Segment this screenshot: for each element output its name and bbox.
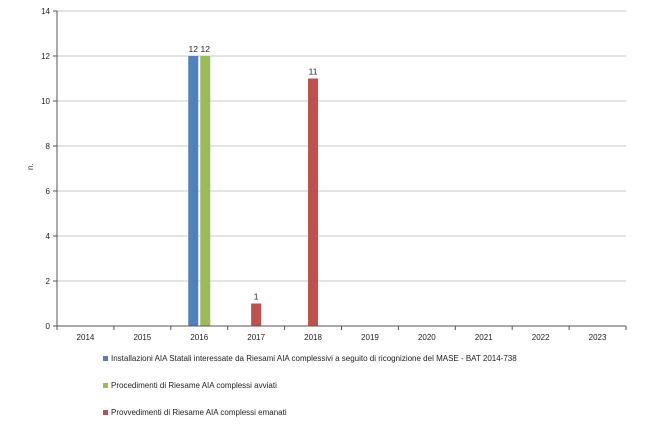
y-tick-label: 4 bbox=[46, 232, 51, 241]
legend-swatch bbox=[103, 382, 108, 388]
y-tick-label: 0 bbox=[46, 322, 51, 331]
x-tick-label-2019: 2019 bbox=[361, 333, 379, 342]
legend-swatch bbox=[103, 409, 108, 415]
x-tick-label-2023: 2023 bbox=[589, 333, 607, 342]
legend-label: Installazioni AIA Statali interessate da… bbox=[111, 353, 517, 363]
bars bbox=[188, 56, 319, 326]
y-axis-label: n. bbox=[26, 163, 35, 170]
data-label-2018-series-2: 11 bbox=[309, 67, 318, 77]
bar-2016-series-1 bbox=[200, 56, 211, 326]
y-tick-label: 6 bbox=[46, 187, 51, 196]
x-tick-label-2015: 2015 bbox=[133, 333, 151, 342]
y-tick-label: 8 bbox=[46, 142, 51, 151]
y-tick-label: 2 bbox=[46, 277, 51, 286]
bar-chart: 0 2 4 6 8 10 12 14 2014 2015 2016 2017 2018 2019 2020 2… bbox=[26, 7, 627, 342]
y-tick-label: 12 bbox=[41, 52, 50, 61]
data-label-2016-series-0: 12 bbox=[189, 44, 199, 54]
legend: Installazioni AIA Statali interessate da… bbox=[103, 352, 643, 433]
legend-item-0: Installazioni AIA Statali interessate da… bbox=[103, 352, 643, 364]
bar-2016-series-0 bbox=[188, 56, 199, 326]
x-tick-label-2016: 2016 bbox=[190, 333, 208, 342]
x-tick-label-2022: 2022 bbox=[532, 333, 550, 342]
bar-2017-series-2 bbox=[251, 303, 262, 326]
legend-label: Procedimenti di Riesame AIA complessi av… bbox=[111, 380, 277, 390]
data-label-2017-series-2: 1 bbox=[254, 292, 259, 302]
x-tick-label-2021: 2021 bbox=[475, 333, 493, 342]
gridlines bbox=[57, 10, 626, 282]
bar-2018-series-2 bbox=[308, 78, 319, 326]
legend-label: Provvedimenti di Riesame AIA complessi e… bbox=[111, 407, 287, 417]
y-tick-label: 14 bbox=[41, 7, 50, 16]
x-tick-label-2017: 2017 bbox=[247, 333, 265, 342]
legend-item-1: Procedimenti di Riesame AIA complessi av… bbox=[103, 379, 643, 391]
x-tick-label-2014: 2014 bbox=[77, 333, 95, 342]
labels: 0 2 4 6 8 10 12 14 2014 2015 2016 2017 2018 2019 2020 2… bbox=[41, 7, 607, 342]
x-tick-label-2018: 2018 bbox=[304, 333, 322, 342]
data-label-2016-series-1: 12 bbox=[201, 44, 211, 54]
x-tick-label-2020: 2020 bbox=[418, 333, 436, 342]
y-tick-label: 10 bbox=[41, 97, 50, 106]
legend-swatch bbox=[103, 355, 108, 361]
axes bbox=[53, 10, 627, 330]
legend-item-2: Provvedimenti di Riesame AIA complessi e… bbox=[103, 406, 643, 418]
